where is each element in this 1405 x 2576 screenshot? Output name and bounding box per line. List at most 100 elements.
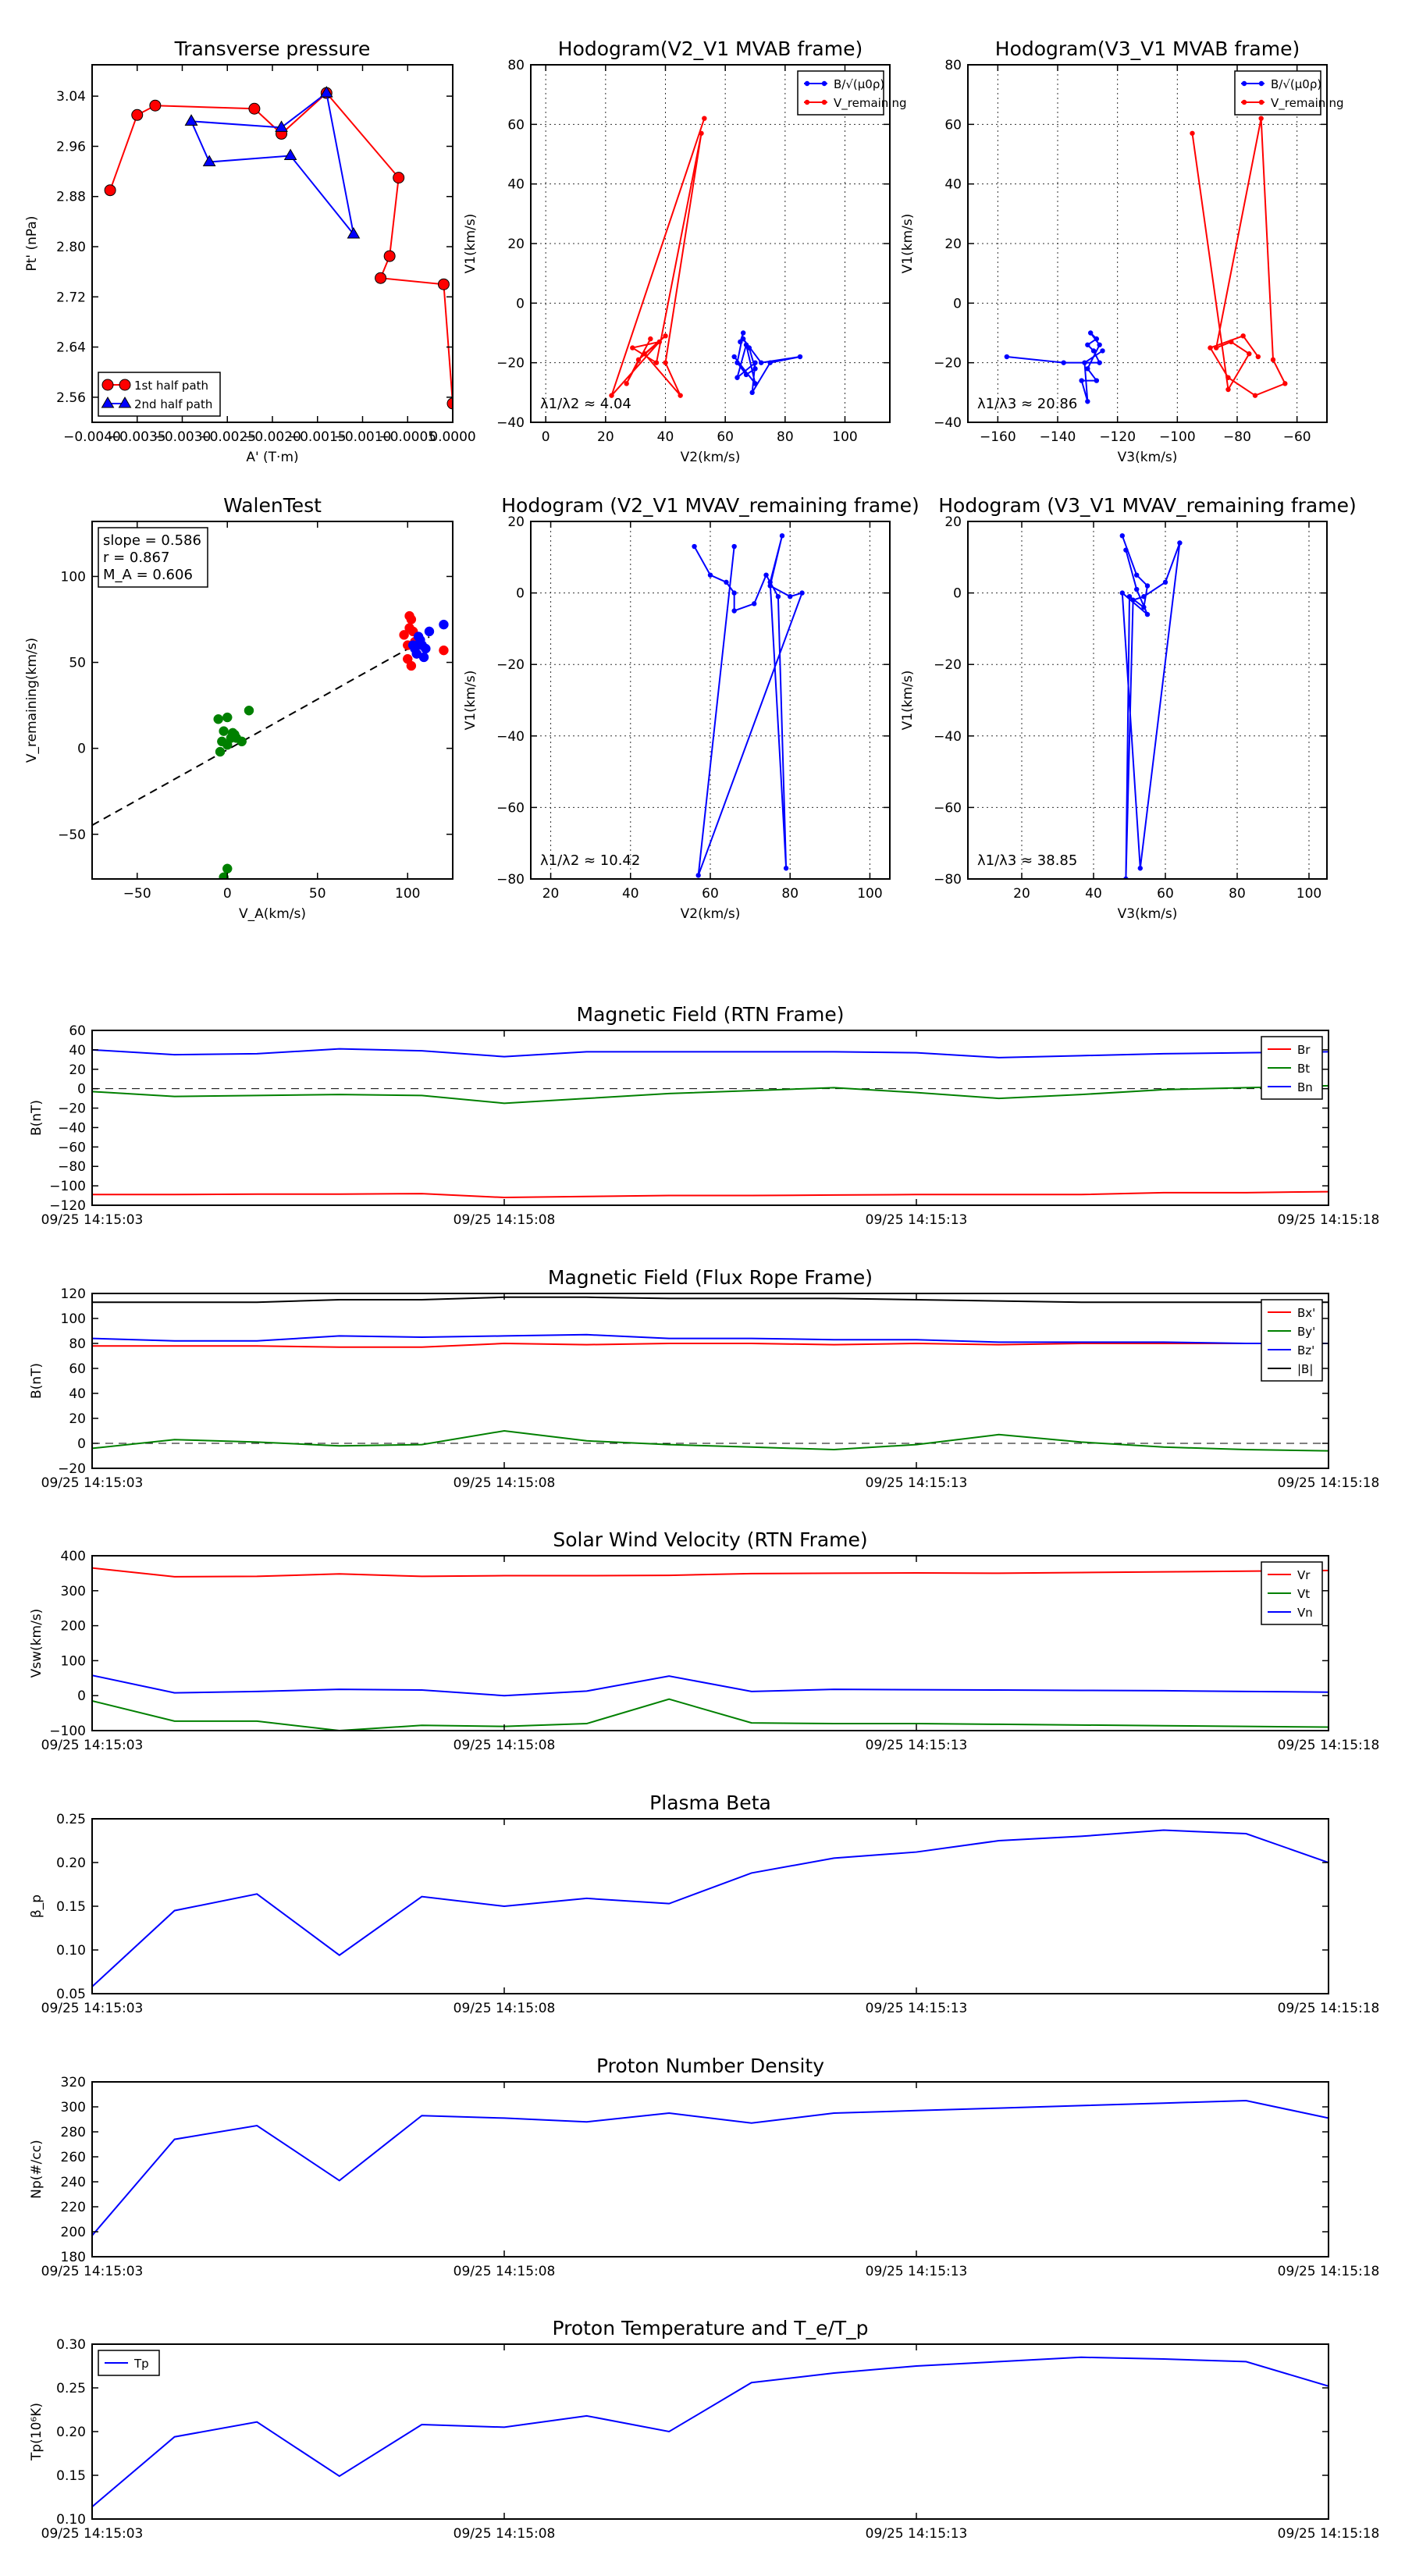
data-point xyxy=(656,339,663,345)
y-tick-label: 0.30 xyxy=(56,2337,86,2353)
chart-mag_rtn: Magnetic Field (RTN Frame) 09/25 14:15:03… xyxy=(29,1003,1379,1228)
chart-tp: Proton Temperature and T_e/T_p 09/25 14:1… xyxy=(29,2317,1379,2542)
data-point xyxy=(731,608,737,614)
x-tick-label: 40 xyxy=(1085,886,1102,902)
data-point xyxy=(1208,345,1213,350)
series-line xyxy=(92,1698,1329,1731)
data-point xyxy=(695,873,701,878)
data-point xyxy=(797,354,803,360)
chart-title: Hodogram (V3_V1 MVAV_remaining frame) xyxy=(938,494,1357,517)
y-tick-label: −60 xyxy=(496,800,525,816)
y-tick-label: 0.10 xyxy=(56,2512,86,2528)
y-tick-label: 0.20 xyxy=(56,2425,86,2440)
data-point xyxy=(219,872,229,879)
legend-marker xyxy=(101,379,114,391)
data-point xyxy=(1097,360,1102,365)
y-tick-label: 280 xyxy=(61,2125,86,2140)
data-point xyxy=(418,652,429,663)
data-point xyxy=(1144,583,1151,589)
x-tick-label: 80 xyxy=(781,886,799,902)
y-tick-label: 320 xyxy=(61,2075,86,2090)
x-tick-label: 09/25 14:15:08 xyxy=(454,2526,556,2542)
data-point xyxy=(1100,348,1105,354)
x-tick-label: 09/25 14:15:03 xyxy=(41,2264,144,2279)
x-tick-label: −0.0010 xyxy=(334,429,392,445)
data-point xyxy=(752,360,758,365)
chart-title: Plasma Beta xyxy=(649,1791,771,1814)
chart-title: Proton Number Density xyxy=(596,2055,824,2077)
plot-frame xyxy=(967,521,1328,880)
y-tick-label: −40 xyxy=(934,729,962,745)
x-tick-label: 20 xyxy=(597,429,614,445)
stats-text: r = 0.867 xyxy=(103,550,169,566)
data-point xyxy=(404,623,414,633)
data-point xyxy=(424,626,435,637)
chart-title: Magnetic Field (Flux Rope Frame) xyxy=(548,1266,873,1289)
series-line xyxy=(92,1296,1329,1304)
y-tick-label: −80 xyxy=(58,1159,86,1175)
x-axis-label: A' (T·m) xyxy=(246,450,298,465)
x-axis-label: V3(km/s) xyxy=(1118,450,1178,465)
y-tick-label: −120 xyxy=(49,1198,86,1214)
plot-frame xyxy=(91,1030,1329,1206)
data-point xyxy=(783,866,789,871)
y-tick-label: −60 xyxy=(934,800,962,816)
legend-label: Tp xyxy=(133,2357,149,2371)
data-point xyxy=(1282,381,1288,386)
y-tick-label: 200 xyxy=(61,1619,86,1635)
x-tick-label: −0.0035 xyxy=(108,429,166,445)
data-point xyxy=(131,109,144,121)
data-point xyxy=(609,393,614,398)
data-point xyxy=(454,647,463,656)
x-tick-label: 20 xyxy=(1013,886,1030,902)
y-tick-label: 0 xyxy=(77,1436,86,1452)
data-point xyxy=(743,342,749,347)
data-point xyxy=(439,619,449,630)
legend-label: V_remaining xyxy=(1271,96,1344,111)
plot-area xyxy=(1004,116,1288,404)
legend-marker xyxy=(821,99,827,105)
x-tick-label: 09/25 14:15:13 xyxy=(866,2001,968,2016)
y-tick-label: 3.04 xyxy=(56,89,86,105)
x-tick-label: 09/25 14:15:13 xyxy=(866,1212,968,1228)
x-tick-label: 50 xyxy=(309,886,326,902)
data-point xyxy=(213,713,223,724)
x-tick-label: 100 xyxy=(1297,886,1321,902)
data-point xyxy=(752,366,758,372)
x-tick-label: 40 xyxy=(657,429,674,445)
data-point xyxy=(244,705,254,716)
data-point xyxy=(1004,354,1010,360)
data-point xyxy=(1085,399,1090,404)
x-tick-label: 09/25 14:15:08 xyxy=(454,2264,556,2279)
data-point xyxy=(763,572,769,578)
x-axis-label: V2(km/s) xyxy=(681,906,741,922)
data-point xyxy=(653,360,660,365)
y-tick-label: 80 xyxy=(944,58,962,73)
y-tick-label: 0.05 xyxy=(56,1987,86,2002)
y-axis-label: B(nT) xyxy=(29,1363,44,1399)
legend-box xyxy=(1234,70,1321,116)
series-line xyxy=(92,1048,1329,1059)
y-tick-label: −40 xyxy=(58,1120,86,1136)
data-point xyxy=(393,172,405,184)
data-point xyxy=(407,640,418,650)
data-point xyxy=(635,357,642,363)
plot-area xyxy=(104,86,453,410)
y-tick-label: 400 xyxy=(61,1549,86,1564)
plot-frame xyxy=(91,1555,1329,1731)
ratio-annotation: λ1/λ2 ≈ 10.42 xyxy=(540,852,640,869)
series-line xyxy=(733,333,801,393)
data-point xyxy=(1162,579,1168,585)
y-tick-label: 40 xyxy=(69,1386,86,1402)
data-point xyxy=(222,863,233,874)
x-tick-label: 100 xyxy=(395,886,420,902)
y-tick-label: −60 xyxy=(58,1140,86,1155)
y-tick-label: 60 xyxy=(69,1361,86,1377)
y-tick-label: 80 xyxy=(69,1336,86,1352)
x-tick-label: 09/25 14:15:03 xyxy=(41,1212,144,1228)
y-tick-label: 60 xyxy=(69,1023,86,1039)
data-point xyxy=(758,360,764,365)
data-point xyxy=(743,372,749,378)
x-tick-label: 80 xyxy=(777,429,794,445)
data-point xyxy=(1090,348,1097,354)
